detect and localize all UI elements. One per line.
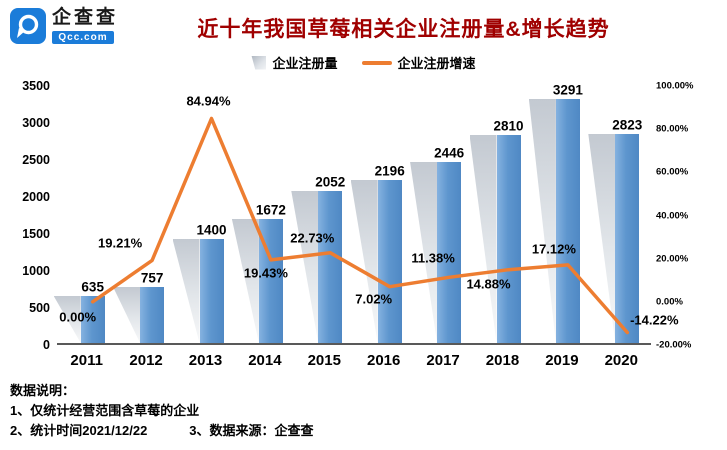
bar-2013 bbox=[199, 239, 224, 343]
bar-2016 bbox=[377, 180, 402, 343]
growth-line bbox=[90, 116, 630, 335]
growth-point-label: 19.21% bbox=[98, 235, 143, 251]
bar-value-label: 635 bbox=[81, 279, 104, 295]
line-series-swatch-icon bbox=[361, 60, 392, 65]
bar-value-label: 3291 bbox=[552, 82, 583, 98]
bar-2018 bbox=[496, 135, 521, 343]
chart-legend: 企业注册量 企业注册增速 bbox=[0, 53, 727, 72]
logo-text: 企查查 Qcc.com bbox=[52, 7, 119, 44]
growth-point-label: 0.00% bbox=[59, 309, 97, 325]
right-axis-tick: 80.00% bbox=[656, 123, 689, 135]
left-axis-tick: 1000 bbox=[22, 264, 50, 278]
plot-area: 635 757 1400 1672 2052 2196 2446 2810 3291 2823 bbox=[53, 82, 651, 345]
legend-item-line: 企业注册增速 bbox=[361, 53, 476, 72]
x-axis-label-2011: 2011 bbox=[70, 352, 103, 369]
bar-series-swatch-icon bbox=[251, 55, 267, 70]
right-axis-tick: 40.00% bbox=[656, 210, 689, 221]
left-axis-tick: 2500 bbox=[22, 153, 50, 167]
x-axis-label-2020: 2020 bbox=[604, 352, 638, 369]
bar-value-label: 757 bbox=[140, 270, 164, 286]
growth-point-label: 19.43% bbox=[243, 265, 288, 281]
legend-line-label: 企业注册增速 bbox=[397, 56, 476, 71]
left-axis-tick: 3500 bbox=[22, 79, 50, 93]
x-axis-label-2014: 2014 bbox=[248, 352, 282, 369]
data-note-2: 2、统计时间2021/12/22 bbox=[10, 423, 148, 439]
bar-2020 bbox=[615, 134, 640, 343]
right-axis-tick: -20.00% bbox=[656, 339, 692, 351]
left-axis-tick: 0 bbox=[43, 338, 50, 352]
bar-2017 bbox=[437, 162, 462, 343]
x-axis-label-2015: 2015 bbox=[307, 352, 341, 369]
qcc-logo-icon bbox=[10, 8, 46, 44]
bar-2011 bbox=[80, 296, 105, 343]
bar-value-label: 2810 bbox=[493, 118, 524, 134]
growth-point-label: 14.88% bbox=[466, 276, 511, 292]
data-notes-heading: 数据说明： bbox=[10, 383, 76, 398]
bar-value-label: 2446 bbox=[434, 145, 465, 161]
bar-2012 bbox=[140, 287, 165, 343]
left-axis-tick: 3000 bbox=[22, 116, 50, 130]
growth-point-label: 11.38% bbox=[411, 250, 455, 266]
bar-2015 bbox=[318, 191, 343, 343]
data-note-1: 1、仅统计经营范围含草莓的企业 bbox=[10, 403, 200, 419]
legend-bar-label: 企业注册量 bbox=[272, 56, 338, 71]
growth-point-label: 22.73% bbox=[290, 230, 335, 246]
right-axis-tick: 0.00% bbox=[656, 296, 683, 308]
qcc-logo: 企查查 Qcc.com bbox=[10, 7, 119, 44]
data-note-3: 3、数据来源：企查查 bbox=[189, 423, 314, 439]
right-axis-tick: 20.00% bbox=[656, 253, 689, 265]
growth-point-label: -14.22% bbox=[630, 312, 679, 327]
growth-point-label: 7.02% bbox=[355, 291, 393, 307]
bar-value-label: 2196 bbox=[374, 163, 405, 179]
x-axis-label-2017: 2017 bbox=[426, 352, 460, 369]
left-axis-tick: 1500 bbox=[22, 227, 50, 241]
data-notes: 数据说明： 1、仅统计经营范围含草莓的企业 2、统计时间2021/12/22 3… bbox=[10, 381, 314, 441]
x-axis-label-2012: 2012 bbox=[129, 352, 163, 369]
left-axis-tick: 2000 bbox=[22, 190, 50, 204]
bar-value-label: 1400 bbox=[196, 222, 227, 238]
x-axis-label-2018: 2018 bbox=[485, 352, 520, 369]
left-axis-tick: 500 bbox=[29, 301, 50, 315]
bar-value-label: 2052 bbox=[315, 174, 346, 190]
bar-value-label: 1672 bbox=[255, 202, 286, 218]
bar-value-label: 2823 bbox=[612, 117, 643, 133]
legend-item-bar: 企业注册量 bbox=[251, 53, 338, 72]
chart-title: 近十年我国草莓相关企业注册量&增长趋势 bbox=[197, 18, 610, 41]
x-axis-label-2013: 2013 bbox=[188, 352, 223, 369]
bar-2019 bbox=[555, 99, 580, 343]
growth-line-chart bbox=[90, 116, 630, 335]
right-axis-tick: 60.00% bbox=[656, 166, 689, 178]
x-axis-label-2019: 2019 bbox=[545, 352, 579, 369]
x-axis-label-2016: 2016 bbox=[367, 352, 401, 369]
logo-domain: Qcc.com bbox=[52, 30, 114, 44]
growth-point-label: 84.94% bbox=[186, 93, 231, 108]
right-axis-tick: 100.00% bbox=[656, 80, 694, 92]
growth-point-label: 17.12% bbox=[531, 241, 576, 257]
logo-name: 企查查 bbox=[52, 7, 119, 28]
